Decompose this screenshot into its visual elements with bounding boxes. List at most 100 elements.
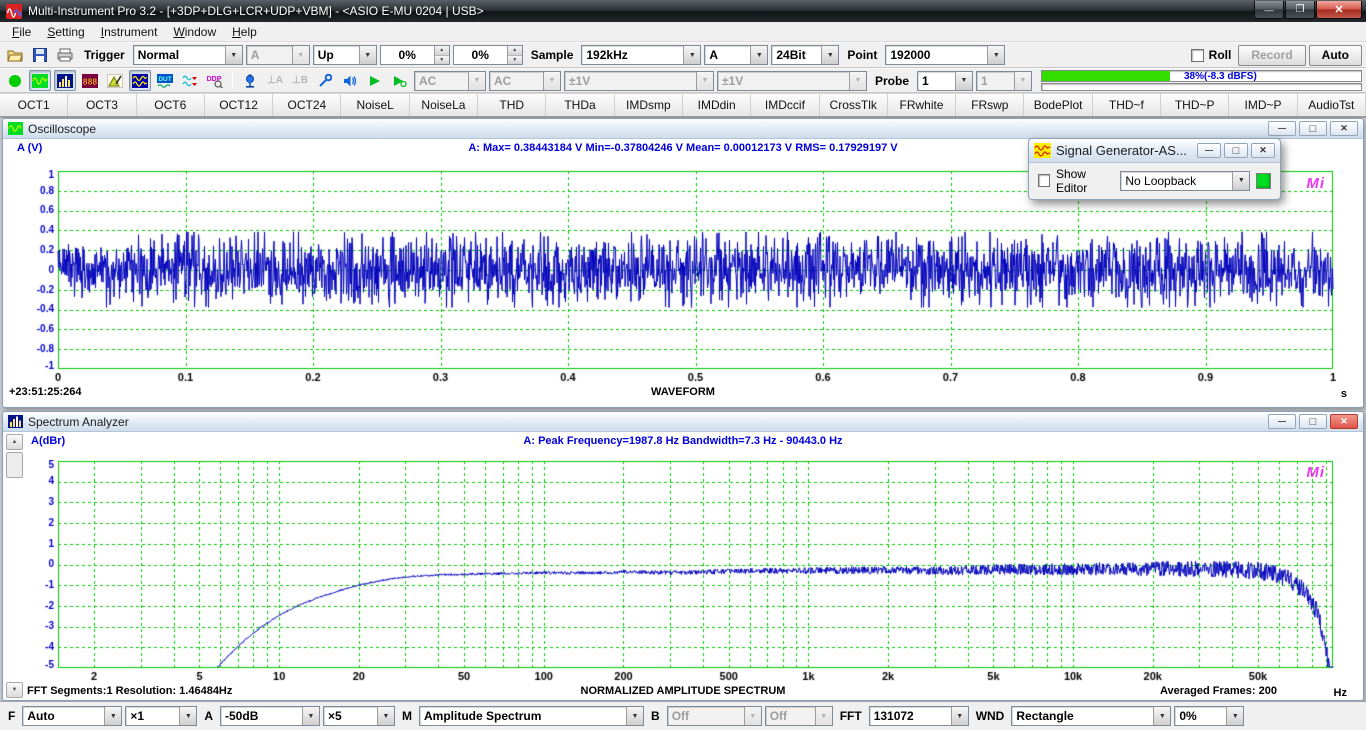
minimize-button[interactable] — [1268, 121, 1296, 136]
chevron-down-icon[interactable] — [951, 707, 968, 725]
sampling-channel-select[interactable]: A — [704, 45, 768, 65]
chevron-down-icon[interactable] — [1153, 707, 1170, 725]
output-device-button[interactable] — [339, 70, 361, 91]
trigger-edge-select[interactable]: Up — [313, 45, 377, 65]
minimize-button[interactable] — [1268, 414, 1296, 429]
close-button[interactable] — [1251, 143, 1275, 158]
amplitude-range-select[interactable]: -50dB — [220, 706, 320, 726]
print-button[interactable] — [54, 45, 76, 66]
display-mode-select[interactable]: Amplitude Spectrum — [419, 706, 644, 726]
tab-imddin[interactable]: IMDdin — [683, 93, 751, 116]
spin-down-icon[interactable] — [435, 56, 449, 65]
spin-up-icon[interactable] — [435, 46, 449, 56]
generator-run-indicator[interactable] — [1256, 173, 1271, 189]
frequency-range-select[interactable]: Auto — [22, 706, 122, 726]
derived-data-curve-button[interactable] — [179, 70, 201, 91]
menu-setting[interactable]: Setting — [39, 23, 92, 41]
tab-noisela[interactable]: NoiseLa — [410, 93, 478, 116]
trigger-delay-spinner[interactable]: 0% — [453, 45, 523, 65]
bit-depth-select[interactable]: 24Bit — [771, 45, 839, 65]
scrollbar-thumb[interactable] — [6, 452, 23, 478]
menu-file[interactable]: File — [4, 23, 39, 41]
window-function-select[interactable]: Rectangle — [1011, 706, 1171, 726]
open-file-button[interactable] — [4, 45, 26, 66]
device-test-plan-button[interactable]: DUT — [154, 70, 176, 91]
chevron-down-icon[interactable] — [302, 707, 319, 725]
chevron-down-icon[interactable] — [179, 707, 196, 725]
calibration-button[interactable] — [239, 70, 261, 91]
menu-instrument[interactable]: Instrument — [93, 23, 166, 41]
tab-oct3[interactable]: OCT3 — [68, 93, 136, 116]
spectrum-vertical-scrollbar[interactable] — [6, 434, 23, 698]
tab-oct24[interactable]: OCT24 — [273, 93, 341, 116]
tab-thd[interactable]: THD — [478, 93, 546, 116]
spectrum-title-bar[interactable]: Spectrum Analyzer — [3, 412, 1363, 432]
oscilloscope-button[interactable] — [29, 70, 51, 91]
minimize-button[interactable] — [1254, 1, 1284, 19]
spectrum-3d-plot-button[interactable] — [104, 70, 126, 91]
chevron-down-icon[interactable] — [104, 707, 121, 725]
multimeter-button[interactable]: 888 — [79, 70, 101, 91]
tab-thd-f[interactable]: THD~f — [1093, 93, 1161, 116]
tab-audiotst[interactable]: AudioTst — [1298, 93, 1366, 116]
frequency-multiplier-select[interactable]: ×1 — [125, 706, 197, 726]
chevron-down-icon[interactable] — [1226, 707, 1243, 725]
play-button[interactable] — [364, 70, 386, 91]
auto-button[interactable]: Auto — [1309, 45, 1362, 66]
chevron-down-icon[interactable] — [750, 46, 767, 64]
tab-frwhite[interactable]: FRwhite — [888, 93, 956, 116]
spin-down-icon[interactable] — [508, 56, 522, 65]
spectrum-analyzer-button[interactable] — [54, 70, 76, 91]
loopback-mode-select[interactable]: No Loopback — [1120, 171, 1250, 191]
tab-imd-p[interactable]: IMD~P — [1229, 93, 1297, 116]
chevron-down-icon[interactable] — [683, 46, 700, 64]
restore-button[interactable] — [1299, 414, 1327, 429]
amplitude-multiplier-select[interactable]: ×5 — [323, 706, 395, 726]
trigger-level-spinner[interactable]: 0% — [380, 45, 450, 65]
chevron-down-icon[interactable] — [225, 46, 242, 64]
tab-frswp[interactable]: FRswp — [956, 93, 1024, 116]
restore-button[interactable] — [1224, 143, 1248, 158]
menu-window[interactable]: Window — [165, 23, 224, 41]
record-length-select[interactable]: 192000 — [885, 45, 1005, 65]
chevron-down-icon[interactable] — [987, 46, 1004, 64]
tab-oct1[interactable]: OCT1 — [0, 93, 68, 116]
spin-up-icon[interactable] — [508, 46, 522, 56]
tab-imdsmp[interactable]: IMDsmp — [615, 93, 683, 116]
ddp-viewer-button[interactable]: DDP — [204, 70, 226, 91]
minimize-button[interactable] — [1197, 143, 1221, 158]
tab-oct12[interactable]: OCT12 — [205, 93, 273, 116]
restore-button[interactable] — [1285, 1, 1315, 19]
tab-imdccif[interactable]: IMDccif — [751, 93, 819, 116]
probe-a-select[interactable]: 1 — [917, 71, 973, 91]
chevron-down-icon[interactable] — [1232, 172, 1249, 190]
trigger-mode-select[interactable]: Normal — [133, 45, 243, 65]
input-device-button[interactable] — [314, 70, 336, 91]
menu-help[interactable]: Help — [224, 23, 265, 41]
tab-thd-p[interactable]: THD~P — [1161, 93, 1229, 116]
restore-button[interactable] — [1299, 121, 1327, 136]
chevron-down-icon[interactable] — [626, 707, 643, 725]
play-loop-button[interactable] — [389, 70, 411, 91]
fft-size-select[interactable]: 131072 — [869, 706, 969, 726]
scroll-up-button[interactable] — [6, 434, 23, 450]
tab-crosstlk[interactable]: CrossTlk — [820, 93, 888, 116]
tab-thda[interactable]: THDa — [546, 93, 614, 116]
signal-generator-button[interactable] — [129, 70, 151, 91]
tab-bodeplot[interactable]: BodePlot — [1024, 93, 1092, 116]
chevron-down-icon[interactable] — [377, 707, 394, 725]
oscilloscope-title-bar[interactable]: Oscilloscope — [3, 119, 1363, 139]
signal-generator-title-bar[interactable]: Signal Generator-AS... — [1029, 139, 1280, 163]
spectrum-plot[interactable] — [3, 450, 1363, 684]
save-button[interactable] — [29, 45, 51, 66]
tab-oct6[interactable]: OCT6 — [137, 93, 205, 116]
chevron-down-icon[interactable] — [955, 72, 972, 90]
tab-noisel[interactable]: NoiseL — [341, 93, 409, 116]
show-editor-checkbox[interactable] — [1038, 174, 1050, 187]
sampling-rate-select[interactable]: 192kHz — [581, 45, 701, 65]
close-button[interactable] — [1316, 1, 1362, 19]
run-stop-button[interactable] — [4, 70, 26, 91]
close-button[interactable] — [1330, 414, 1358, 429]
chevron-down-icon[interactable] — [359, 46, 376, 64]
chevron-down-icon[interactable] — [821, 46, 838, 64]
